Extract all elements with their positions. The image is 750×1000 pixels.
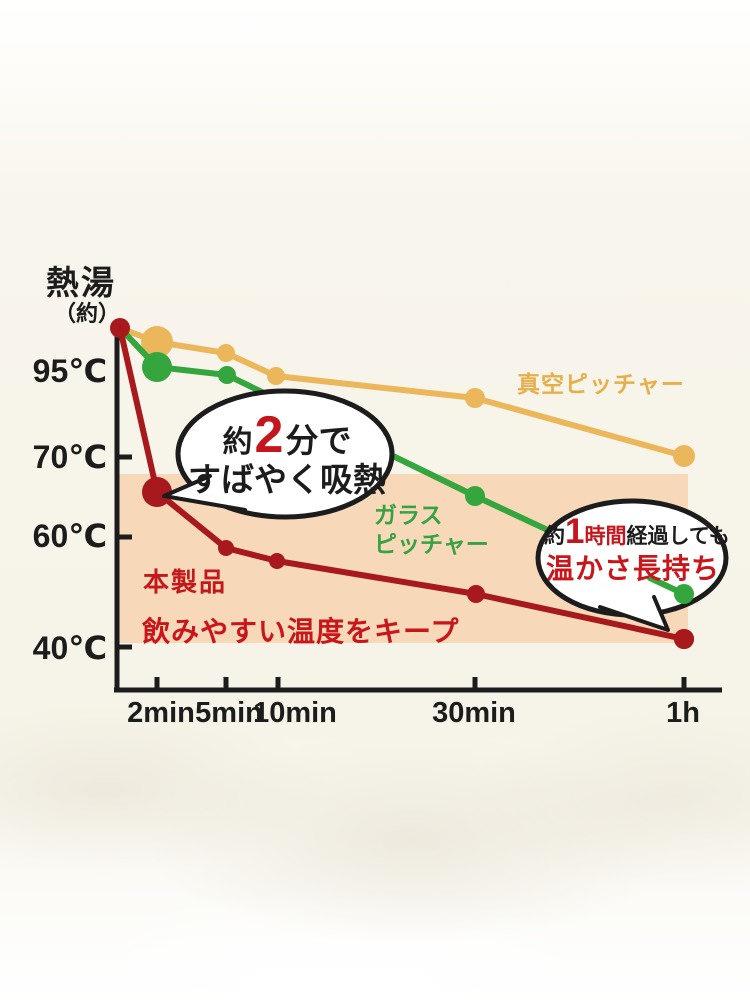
bubble-fast-line2: すばやく吸熱 [188, 461, 386, 498]
data-point-product-end [674, 629, 694, 649]
bubble-warm-number: 1 [565, 512, 585, 551]
bubble-warm-line2: 温かさ長持ち [545, 552, 720, 584]
x-tick-label-10min: 10min [253, 697, 337, 729]
x-tick-label-30min: 30min [432, 697, 516, 729]
y-tick-label-40: 40℃ [32, 630, 107, 666]
bubble-fast-absorb-text: 約2分で すばやく吸熱 [179, 409, 395, 496]
y-axis-title-sub: （約） [54, 301, 121, 326]
bubble-fast-line1: 約2分で [222, 406, 352, 464]
y-tick-label-95: 95℃ [32, 353, 107, 389]
y-tick-label-60: 60℃ [32, 518, 107, 554]
data-point-vacuum [267, 367, 285, 385]
data-point-glass-end [674, 584, 694, 604]
data-point-vacuum [673, 445, 695, 467]
data-point-product [142, 477, 172, 507]
bubble-stays-warm-text: 約1時間経過しても 温かさ長持ち [544, 512, 730, 584]
legend-vacuum-pitcher: 真空ピッチャー [517, 371, 685, 397]
keep-temperature-caption: 飲みやすい温度をキープ [142, 616, 460, 647]
data-point-vacuum [217, 344, 235, 362]
data-point-product [467, 585, 485, 603]
data-point-glass [142, 352, 172, 382]
legend-glass-pitcher: ガラス ピッチャー [374, 502, 489, 557]
bubble-fast-number: 2 [254, 406, 284, 464]
bubble-warm-line1: 約1時間経過しても [544, 512, 730, 551]
data-point-product [269, 553, 285, 569]
data-point-glass [218, 366, 236, 384]
x-tick-label-1h: 1h [666, 697, 700, 729]
data-point-product [218, 540, 234, 556]
data-point-vacuum [465, 388, 485, 408]
legend-this-product: 本製品 [143, 567, 228, 597]
y-tick-label-70: 70℃ [32, 439, 107, 475]
